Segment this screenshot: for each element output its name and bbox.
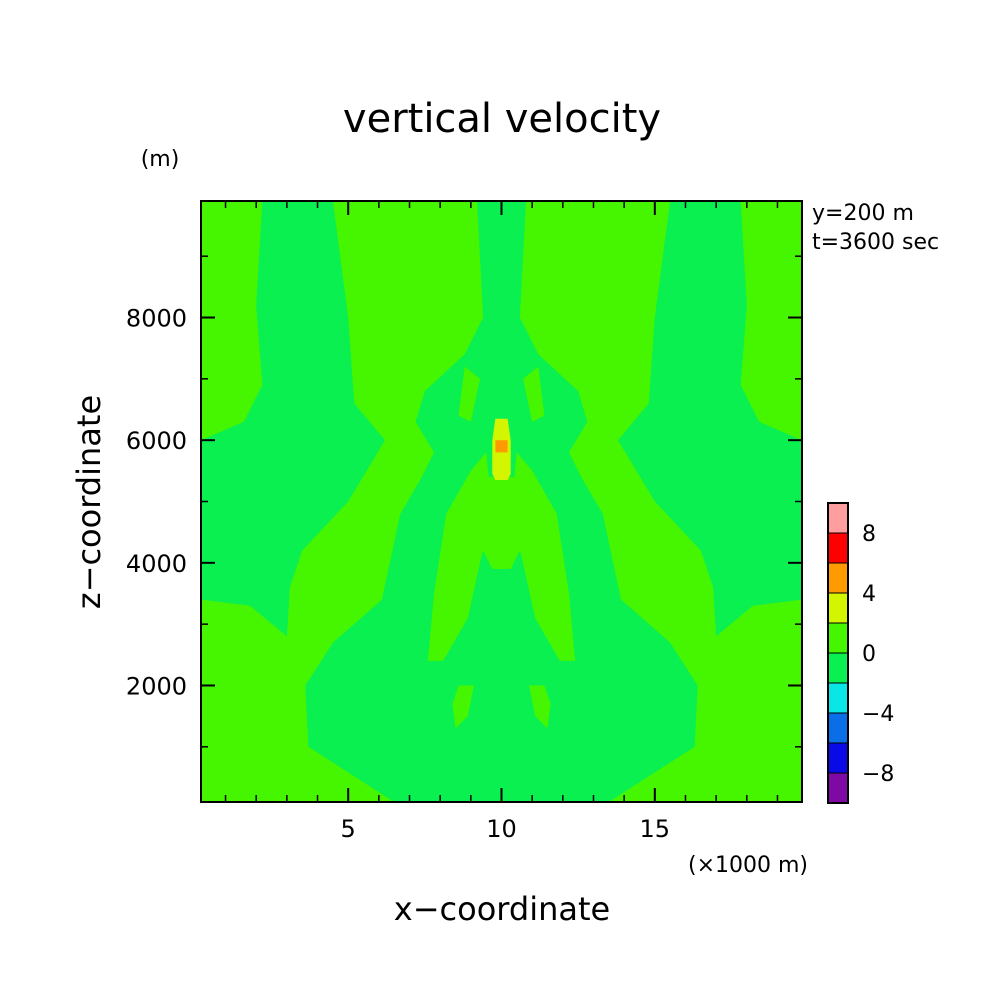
colorbar-swatch (827, 622, 849, 654)
colorbar-swatch (827, 652, 849, 684)
colorbar-swatch (827, 682, 849, 714)
colorbar-swatch (827, 562, 849, 594)
minor-ticks (201, 201, 802, 802)
x-axis-label: x−coordinate (394, 890, 610, 928)
y-axis-label: z−coordinate (70, 395, 108, 609)
y-tick-label: 2000 (126, 672, 187, 700)
colorbar: −8 −4 0 4 8 (827, 502, 894, 804)
x-unit-label: (×1000 m) (688, 853, 808, 878)
region-lower-lobe-left (452, 685, 474, 729)
x-tick-label: 5 (341, 815, 356, 843)
region-upper-lobe-left (458, 366, 480, 422)
y-tick-label: 6000 (126, 427, 187, 455)
y-unit-label: (m) (141, 147, 180, 172)
colorbar-tick-label: 8 (862, 522, 876, 547)
x-axis-ticks: 5 10 15 (341, 201, 671, 843)
chart-title: vertical velocity (343, 96, 661, 142)
colorbar-swatch (827, 592, 849, 624)
contour-plot: 5 10 15 2000 4000 6000 8000 (126, 200, 803, 843)
colorbar-tick-label: −4 (862, 702, 894, 727)
colorbar-swatch (827, 712, 849, 744)
y-tick-label: 4000 (126, 550, 187, 578)
x-tick-label: 10 (486, 815, 517, 843)
y-tick-label: 8000 (126, 305, 187, 333)
region-core-orange (495, 440, 508, 453)
colorbar-tick-label: 0 (862, 642, 876, 667)
region-upper-lobe-right (523, 366, 545, 422)
x-tick-label: 15 (640, 815, 671, 843)
colorbar-swatch (827, 742, 849, 774)
region-outer-right-band (618, 201, 802, 637)
colorbar-swatch (827, 532, 849, 564)
colorbar-tick-label: −8 (862, 762, 894, 787)
colorbar-tick-label: 4 (862, 582, 876, 607)
region-outer-left-band (201, 201, 385, 637)
colorbar-swatch (827, 502, 849, 534)
annotation-t: t=3600 sec (812, 230, 939, 255)
region-lower-lobe-right (529, 685, 551, 729)
annotation-y: y=200 m (812, 201, 914, 226)
colorbar-frame (827, 502, 849, 804)
y-axis-ticks: 2000 4000 6000 8000 (126, 305, 802, 700)
contour-regions (201, 201, 802, 802)
colorbar-swatch (827, 772, 849, 804)
region-inner-core-top (470, 477, 533, 569)
